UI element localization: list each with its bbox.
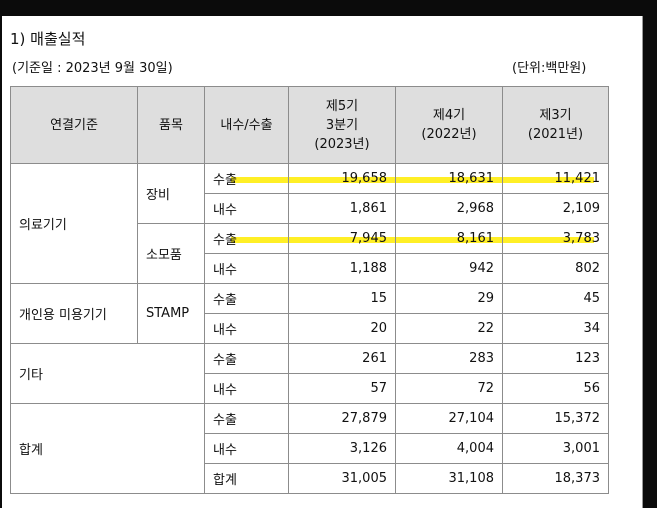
value-cell: 4,004: [395, 433, 503, 464]
flow-domestic: 내수: [204, 433, 289, 464]
table-row: 의료기기 장비 수출 19,658 18,631 11,421: [10, 163, 609, 284]
flow-export: 수출: [204, 163, 289, 194]
header-row: 연결기준 품목 내수/수출 제5기 3분기 (2023년) 제4기 (2022년…: [10, 86, 609, 164]
flow-export: 수출: [204, 283, 289, 314]
flow-domestic: 내수: [204, 373, 289, 404]
value-cell: 34: [502, 313, 609, 344]
sales-table: 연결기준 품목 내수/수출 제5기 3분기 (2023년) 제4기 (2022년…: [10, 86, 609, 494]
header-p5-line3: (2023년): [314, 136, 370, 152]
header-period-4: 제4기 (2022년): [395, 86, 503, 164]
flow-label: 수출: [213, 233, 237, 248]
flow-export: 수출: [204, 223, 289, 254]
section-title: 1) 매출실적: [10, 30, 86, 48]
table-row: 소모품 수출 7,945 8,161 3,783: [11, 223, 609, 284]
header-p3-line2: (2021년): [527, 127, 584, 142]
table-row: 내수 20 22 34: [11, 313, 609, 344]
value-cell: 45: [502, 283, 609, 314]
value-cell: 22: [395, 313, 503, 344]
value-cell: 15: [288, 283, 396, 314]
value-cell: 56: [502, 373, 609, 404]
document-page: 1) 매출실적 (기준일 : 2023년 9월 30일) (단위:백만원) 연결…: [2, 16, 643, 508]
value-cell: 27,104: [395, 403, 503, 434]
category-personal-beauty: 개인용 미용기기: [10, 283, 138, 344]
value-cell: 283: [395, 343, 503, 374]
value-text: 11,421: [554, 171, 601, 186]
value-cell: 31,005: [288, 463, 396, 494]
table-row: 합계 수출 27,879 27,104 15,372: [10, 403, 609, 494]
header-period-3: 제3기 (2021년): [502, 86, 609, 164]
item-consumables: 소모품: [137, 223, 205, 284]
table-row: 개인용 미용기기 STAMP 수출 15 29 45: [10, 283, 609, 344]
value-cell: 3,783: [502, 223, 609, 254]
value-cell: 27,879: [288, 403, 396, 434]
header-p5-line2: 3분기: [325, 117, 359, 133]
table-row: 합계 31,005 31,108 18,373: [11, 463, 609, 494]
value-cell: 261: [288, 343, 396, 374]
value-cell: 31,108: [395, 463, 503, 494]
flow-export: 수출: [204, 343, 289, 374]
header-p5-line1: 제5기: [325, 98, 359, 114]
table-row: 내수 1,188 942 802: [11, 253, 609, 284]
value-cell: 15,372: [502, 403, 609, 434]
value-cell: 8,161: [395, 223, 503, 254]
value-text: 8,161: [456, 231, 494, 246]
item-stamp: STAMP: [137, 283, 205, 344]
header-p3-line1: 제3기: [539, 108, 572, 123]
value-cell: 2,109: [502, 193, 609, 224]
header-item: 품목: [137, 86, 205, 164]
value-cell: 72: [395, 373, 503, 404]
value-text: 7,945: [349, 231, 387, 246]
item-equipment: 장비: [137, 163, 205, 224]
value-cell: 29: [395, 283, 503, 314]
header-category: 연결기준: [10, 86, 138, 164]
value-text: 18,631: [448, 171, 495, 186]
value-cell: 18,373: [502, 463, 609, 494]
value-cell: 19,658: [288, 163, 396, 194]
value-text: 3,783: [562, 231, 600, 246]
value-cell: 57: [288, 373, 396, 404]
value-cell: 2,968: [395, 193, 503, 224]
flow-export: 수출: [204, 403, 289, 434]
value-cell: 3,126: [288, 433, 396, 464]
flow-domestic: 내수: [204, 313, 289, 344]
value-cell: 1,861: [288, 193, 396, 224]
value-cell: 11,421: [502, 163, 609, 194]
value-cell: 3,001: [502, 433, 609, 464]
header-p4-line1: 제4기: [432, 108, 466, 123]
value-cell: 18,631: [395, 163, 503, 194]
category-total: 합계: [10, 403, 205, 494]
base-date-note: (기준일 : 2023년 9월 30일): [12, 61, 173, 76]
flow-label: 수출: [213, 173, 237, 188]
value-cell: 1,188: [288, 253, 396, 284]
table-row: 내수 1,861 2,968 2,109: [11, 193, 609, 224]
header-p4-line2: (2022년): [421, 127, 477, 142]
value-cell: 20: [288, 313, 396, 344]
table-row: 기타 수출 261 283 123: [10, 343, 609, 404]
value-cell: 802: [502, 253, 609, 284]
header-period-5: 제5기 3분기 (2023년): [288, 86, 396, 164]
value-text: 19,658: [341, 171, 388, 186]
flow-domestic: 내수: [204, 193, 289, 224]
category-medical: 의료기기: [10, 163, 138, 284]
header-flow: 내수/수출: [204, 86, 289, 164]
table-row: 내수 57 72 56: [11, 373, 609, 404]
unit-note: (단위:백만원): [512, 61, 587, 76]
value-cell: 7,945: [288, 223, 396, 254]
category-other: 기타: [10, 343, 205, 404]
table-row: 내수 3,126 4,004 3,001: [11, 433, 609, 464]
flow-sum: 합계: [204, 463, 289, 494]
flow-domestic: 내수: [204, 253, 289, 284]
value-cell: 123: [502, 343, 609, 374]
value-cell: 942: [395, 253, 503, 284]
